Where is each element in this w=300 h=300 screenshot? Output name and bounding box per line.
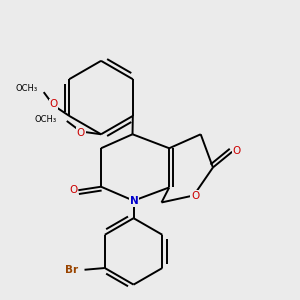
Text: O: O: [69, 184, 77, 194]
Text: O: O: [232, 146, 241, 156]
Text: OCH₃: OCH₃: [15, 84, 38, 93]
Text: Br: Br: [65, 265, 78, 275]
Text: O: O: [191, 191, 199, 201]
Text: N: N: [130, 196, 138, 206]
Text: O: O: [50, 99, 58, 110]
Text: OCH₃: OCH₃: [35, 116, 57, 124]
Text: O: O: [76, 128, 85, 138]
